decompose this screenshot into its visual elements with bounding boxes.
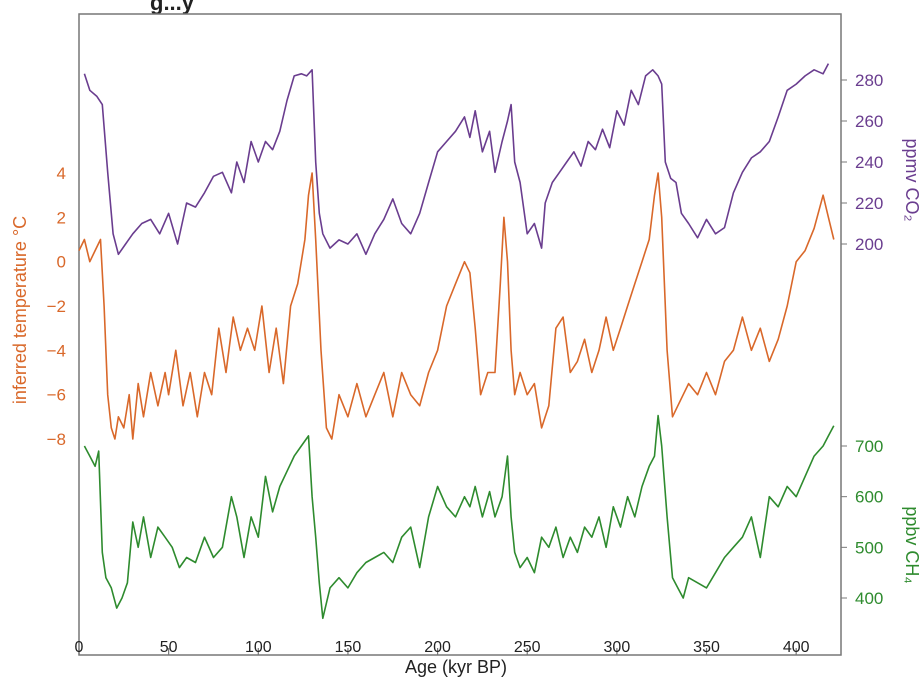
x-axis: 0 50 100 150 200 250 300 350 400: [75, 639, 810, 656]
series-layer: [78, 63, 835, 620]
x-tick-label: 250: [514, 639, 541, 656]
temperature-series-line: [78, 172, 835, 440]
ch4-tick-label: 600: [855, 488, 883, 507]
ch4-tick-label: 700: [855, 437, 883, 456]
temperature-tick-label: 0: [57, 253, 66, 272]
x-tick-label: 100: [245, 639, 272, 656]
x-tick-label: 350: [693, 639, 720, 656]
x-tick-label: 0: [75, 639, 84, 656]
x-tick-label: 400: [783, 639, 810, 656]
ch4-series-line: [83, 414, 835, 620]
co2-series-line: [83, 63, 830, 256]
co2-axis: 280 260 240 220 200: [841, 71, 883, 254]
temperature-axis: 4 2 0 −2 −4 −6 −8: [47, 164, 66, 449]
temperature-axis-label: inferred temperature °C: [10, 216, 30, 404]
co2-axis-label: ppmv CO₂: [902, 138, 921, 221]
co2-tick-label: 240: [855, 153, 883, 172]
x-tick-label: 150: [335, 639, 362, 656]
co2-tick-label: 220: [855, 194, 883, 213]
co2-tick-label: 280: [855, 71, 883, 90]
co2-tick-label: 260: [855, 112, 883, 131]
temperature-tick-label: −4: [47, 341, 66, 360]
plot-frame: [78, 13, 842, 656]
temperature-tick-label: −2: [47, 297, 66, 316]
temperature-tick-label: −6: [47, 386, 66, 405]
chart-title-partial: g...y: [150, 0, 195, 15]
x-tick-label: 50: [160, 639, 178, 656]
ch4-axis-label: ppbv CH₄: [902, 506, 921, 583]
ch4-axis: 700 600 500 400: [841, 437, 883, 608]
x-axis-label: Age (kyr BP): [405, 657, 507, 677]
temperature-tick-label: 2: [57, 208, 66, 227]
ch4-tick-label: 400: [855, 589, 883, 608]
x-tick-label: 200: [424, 639, 451, 656]
ch4-tick-label: 500: [855, 538, 883, 557]
x-tick-label: 300: [604, 639, 631, 656]
temperature-tick-label: 4: [57, 164, 66, 183]
co2-tick-label: 200: [855, 235, 883, 254]
temperature-tick-label: −8: [47, 430, 66, 449]
